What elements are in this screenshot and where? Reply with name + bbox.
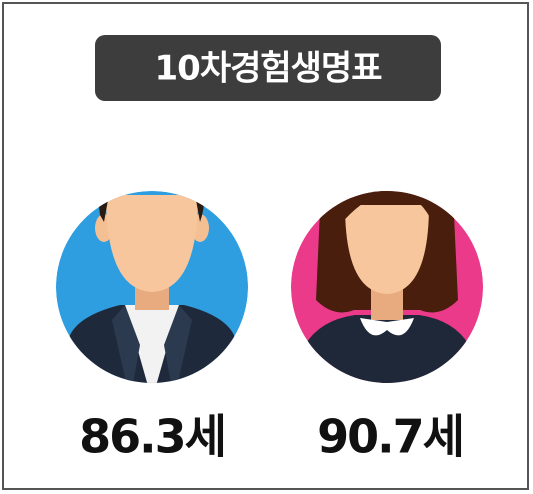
title-box (95, 35, 441, 101)
female-age: 90.7세 (317, 410, 463, 464)
title: 10차경험생명표 (155, 49, 383, 89)
male-age: 86.3세 (79, 410, 225, 464)
